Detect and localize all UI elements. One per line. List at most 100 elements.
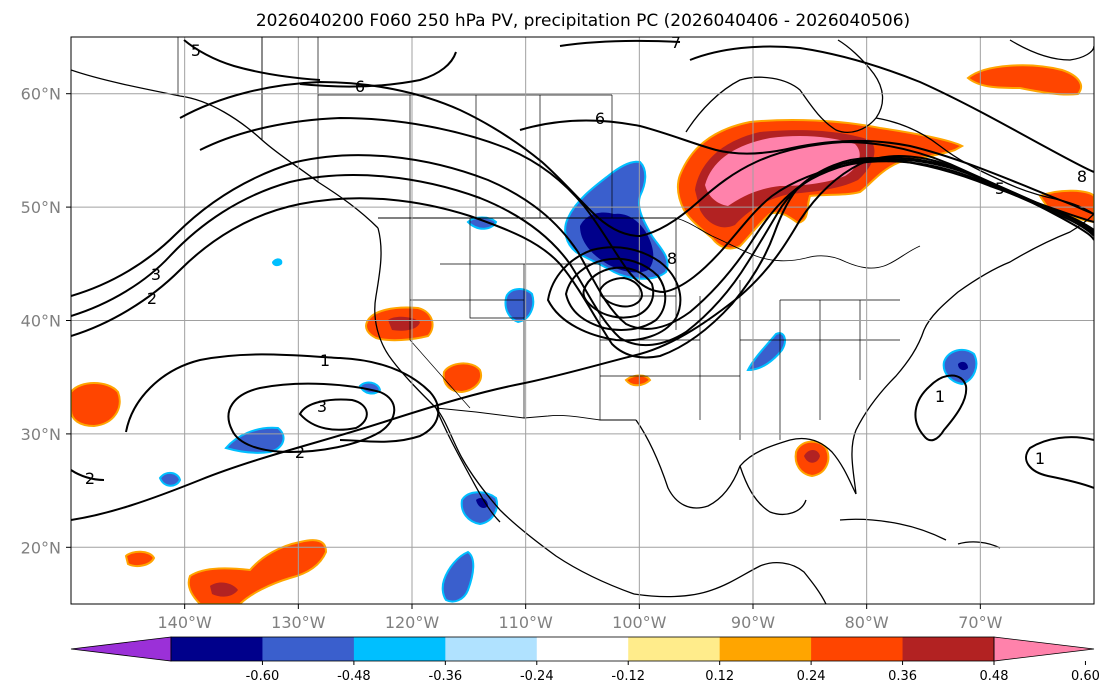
- coastline-greenland: [1009, 39, 1094, 61]
- contour-label-6-alaska: 6: [355, 77, 365, 96]
- colorbar-segment: [262, 637, 355, 661]
- colorbar-tick-label: 0.12: [705, 669, 734, 684]
- contour-label-1-atlantic: 1: [935, 387, 945, 406]
- coastline-alaska-pacific: [71, 69, 379, 229]
- lat-tick-label: 30°N: [21, 425, 61, 444]
- lat-tick-label: 60°N: [21, 85, 61, 104]
- precip-positive-labrador: [966, 64, 1082, 96]
- precip-positive-texas: [624, 374, 652, 387]
- pv-contour-labels: 1 2 3 2 2 3 5 6 6 7 8 5 8 1 1: [85, 33, 1087, 488]
- border-us-canada: [378, 217, 921, 269]
- colorbar: -0.60 -0.48 -0.36 -0.24 -0.12 0.12 0.24 0.36 0.4…: [70, 636, 1100, 684]
- colorbar-extend-low: [70, 636, 172, 662]
- colorbar-tick-label: -0.60: [246, 669, 280, 684]
- colorbar-extend-high: [993, 636, 1095, 662]
- precip-strong-positive-pacific-south: [210, 582, 238, 597]
- pv-contour-7-north: [519, 119, 1094, 215]
- colorbar-tick-label: -0.12: [611, 669, 645, 684]
- pv-contour-trough-b: [564, 257, 667, 331]
- contour-label-3-north: 3: [151, 265, 161, 284]
- coastline-central-america: [633, 561, 827, 604]
- lon-tick-label: 80°W: [845, 613, 889, 632]
- contour-label-2: 2: [295, 443, 305, 462]
- map-area: 1 2 3 2 2 3 5 6 6 7 8 5 8 1 1: [70, 33, 1095, 605]
- coastline-baja: [435, 407, 501, 523]
- contour-label-2-north: 2: [147, 289, 157, 308]
- colorbar-segment: [902, 637, 995, 661]
- pv-contour-atlantic-1: [914, 374, 968, 442]
- precip-strong-positive-florida: [804, 450, 820, 463]
- lon-tick-label: 130°W: [271, 613, 326, 632]
- precip-strong-negative-atlantic: [958, 361, 968, 371]
- coastlines-and-borders: [71, 37, 1094, 604]
- lon-tick-label: 90°W: [731, 613, 775, 632]
- precip-negative-mexico-pacific: [441, 550, 475, 603]
- contour-label-1: 1: [320, 351, 330, 370]
- precip-negative-ohio-valley: [746, 332, 786, 372]
- colorbar-tick-label: -0.36: [429, 669, 463, 684]
- pv-contour-5-north: [199, 116, 1094, 294]
- colorbar-segment: [628, 637, 721, 661]
- contour-label-8-east: 8: [1077, 167, 1087, 186]
- pv-contours: [71, 39, 1094, 521]
- precip-negative-pacific-small-a: [158, 472, 182, 487]
- contour-label-3: 3: [317, 397, 327, 416]
- colorbar-segment: [171, 637, 263, 661]
- pv-contour-1-west: [125, 353, 440, 443]
- axis-ticks: 140°W 130°W 120°W 110°W 100°W 90°W 80°W 70°W 60°…: [21, 85, 1003, 632]
- colorbar-segment: [811, 637, 904, 661]
- colorbar-tick-label: 0.60: [1071, 669, 1100, 684]
- coastline-labrador: [875, 117, 1094, 215]
- lon-tick-label: 100°W: [612, 613, 667, 632]
- coastline-cuba: [839, 518, 947, 541]
- contour-label-5-alaska: 5: [191, 41, 201, 60]
- pv-contour-trough-c: [582, 266, 655, 319]
- pv-contour-alaska-5: [183, 39, 321, 81]
- contour-label-6-canada: 6: [595, 109, 605, 128]
- coastline-yucatan: [739, 465, 807, 515]
- precip-strong-negative-baja: [476, 498, 488, 508]
- pv-contour-atlantic-east-1: [1025, 436, 1094, 489]
- colorbar-segment: [353, 637, 446, 661]
- pv-contour-alaska-6: [299, 51, 457, 88]
- pv-contour-trough-d: [598, 276, 644, 308]
- lat-tick-label: 40°N: [21, 312, 61, 331]
- contour-label-8-trough: 8: [667, 249, 677, 268]
- colorbar-tick-label: -0.48: [337, 669, 371, 684]
- lon-tick-label: 70°W: [958, 613, 1002, 632]
- precip-positive-pacific-small: [124, 550, 156, 567]
- colorbar-segment: [719, 637, 812, 661]
- lon-tick-label: 120°W: [385, 613, 440, 632]
- colorbar-tick-label: -0.24: [520, 669, 554, 684]
- coastline-atlantic: [851, 213, 1094, 495]
- lat-lon-gridlines: [71, 37, 1094, 604]
- lat-tick-label: 50°N: [21, 198, 61, 217]
- pv-contour-trough-a: [546, 246, 682, 342]
- lon-tick-label: 140°W: [157, 613, 212, 632]
- colorbar-tick-label: 0.24: [797, 669, 826, 684]
- precip-positive-arizona: [442, 362, 482, 394]
- colorbar-frame: [170, 636, 995, 662]
- lat-tick-label: 20°N: [21, 538, 61, 557]
- lon-tick-label: 110°W: [498, 613, 553, 632]
- contour-label-1-atlantic-east: 1: [1035, 449, 1045, 468]
- border-us-mexico: [435, 407, 636, 421]
- colorbar-tick-label: 0.36: [888, 669, 917, 684]
- colorbar-segment: [445, 637, 538, 661]
- contour-label-2-west: 2: [85, 469, 95, 488]
- pv-contour-4-north: [71, 154, 1094, 330]
- contour-label-5-east: 5: [995, 179, 1005, 198]
- pv-contour-8-north: [689, 45, 1094, 173]
- contour-label-7-top: 7: [671, 33, 681, 52]
- pv-contour-7-top: [559, 39, 681, 47]
- pv-contour-2-west: [71, 469, 105, 481]
- precip-positive-pacific-west: [71, 382, 121, 428]
- pv-contour-2-cell: [227, 382, 396, 454]
- coastline-hispaniola: [957, 541, 1001, 549]
- precip-negative-bc-coast: [272, 258, 283, 267]
- precip-negative-colorado: [504, 288, 535, 324]
- pv-contour-3-cell: [298, 398, 368, 431]
- coastline-hudson-bay: [685, 39, 884, 133]
- colorbar-tick-label: 0.48: [980, 669, 1009, 684]
